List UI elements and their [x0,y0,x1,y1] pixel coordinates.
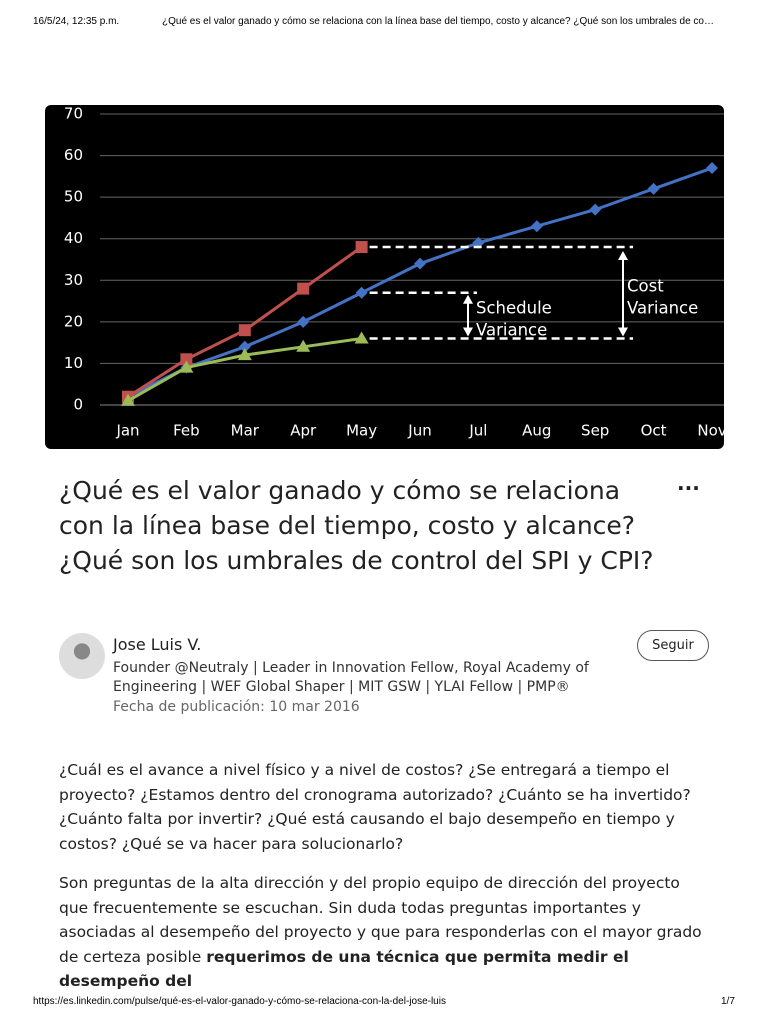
x-tick-label: Aug [522,422,551,440]
x-tick-label: Feb [173,422,200,440]
x-tick-label: Oct [641,422,667,440]
chart: 0 10 20 30 40 50 60 70 Jan Feb Mar Apr May Jun Jul Aug S… [45,105,724,449]
marker [121,393,135,406]
marker [355,286,368,299]
x-tick-label: Apr [290,422,317,440]
x-tick-label: May [346,422,377,440]
annotation: Variance [627,299,698,318]
article-title: ¿Qué es el valor ganado y cómo se relaci… [59,476,654,575]
marker [238,324,251,337]
text: Son preguntas de la alta dirección y del… [59,874,702,966]
arrow-head [463,327,473,337]
paragraph: Son preguntas de la alta dirección y del… [59,871,711,994]
y-tick-label: 50 [64,188,83,206]
marker [354,331,369,344]
x-tick-label: Mar [231,422,260,440]
marker [355,241,368,254]
marker [414,257,426,270]
x-tick-label: Jul [468,422,487,440]
marker [237,348,252,361]
x-tick-label: Jan [115,422,139,440]
publish-date: Fecha de publicación: 10 mar 2016 [113,699,360,715]
menu-button[interactable]: ··· [677,476,700,500]
y-tick-label: 60 [64,146,83,164]
author-headline: Founder @Neutraly | Leader in Innovation… [113,660,589,695]
arrow-head [618,251,628,261]
y-tick-label: 0 [73,396,83,414]
print-page: 1/7 [721,996,735,1007]
author-name[interactable]: Jose Luis V. [113,635,202,654]
marker [238,340,251,353]
arrow-head [463,294,473,304]
x-tick-label: Sep [581,422,609,440]
y-tick-label: 30 [64,271,83,289]
marker [297,282,310,295]
avatar[interactable] [59,633,105,679]
marker [530,220,543,233]
annotation: Variance [476,321,547,340]
bold-text: requerimos de una técnica que permita me… [59,947,629,991]
marker [180,353,193,366]
print-url: https://es.linkedin.com/pulse/qué-es-el-… [33,996,446,1007]
marker [706,162,718,175]
y-tick-label: 70 [64,105,83,123]
annotation: Cost [627,277,664,296]
text: ¿Cuál es el avance a nivel físico y a ni… [59,761,691,853]
marker [179,360,194,373]
follow-button[interactable]: Seguir [637,630,709,661]
y-tick-label: 40 [64,229,83,247]
arrow-head [618,327,628,337]
annotation: Schedule [476,299,552,318]
x-tick-label: Nov [697,422,724,440]
y-tick-label: 10 [64,354,83,372]
marker [297,315,310,328]
y-tick-label: 20 [64,312,83,330]
marker [589,203,602,216]
print-date: 16/5/24, 12:35 p.m. [33,16,120,27]
x-tick-label: Jun [407,422,431,440]
marker [296,339,311,352]
paragraph: ¿Cuál es el avance a nivel físico y a ni… [59,758,711,856]
marker [647,182,660,195]
print-title: ¿Qué es el valor ganado y cómo se relaci… [162,16,714,27]
